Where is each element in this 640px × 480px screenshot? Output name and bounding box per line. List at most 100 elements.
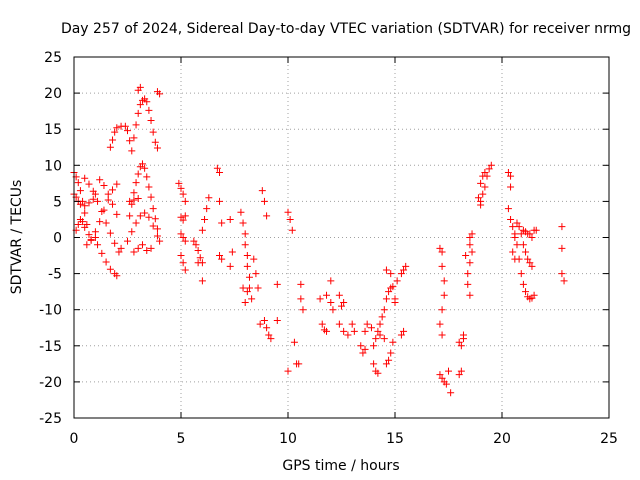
data-point bbox=[382, 360, 390, 368]
data-point bbox=[558, 244, 566, 252]
data-point bbox=[519, 280, 527, 288]
data-point bbox=[258, 187, 266, 195]
data-point bbox=[81, 223, 89, 231]
data-point bbox=[228, 248, 236, 256]
data-point bbox=[374, 327, 382, 335]
data-point bbox=[376, 331, 384, 339]
data-point bbox=[181, 266, 189, 274]
data-point bbox=[338, 302, 345, 310]
data-point bbox=[177, 184, 185, 192]
data-point bbox=[530, 291, 538, 299]
data-point bbox=[134, 244, 142, 252]
data-point bbox=[175, 179, 183, 187]
data-point bbox=[196, 254, 204, 262]
data-point bbox=[558, 270, 566, 278]
data-point bbox=[532, 226, 540, 234]
data-point bbox=[436, 244, 444, 252]
data-point bbox=[130, 248, 138, 256]
data-point bbox=[79, 218, 87, 226]
data-point bbox=[132, 121, 140, 129]
data-point bbox=[126, 137, 134, 145]
data-points bbox=[70, 83, 568, 397]
y-tick-label: 0 bbox=[53, 231, 62, 247]
series-early-arcs bbox=[70, 122, 129, 280]
data-point bbox=[149, 205, 157, 213]
data-point bbox=[263, 324, 271, 332]
data-point bbox=[243, 288, 251, 296]
data-point bbox=[340, 327, 348, 335]
data-point bbox=[198, 226, 206, 234]
data-point bbox=[113, 210, 121, 218]
data-point bbox=[363, 320, 371, 328]
data-point bbox=[504, 205, 512, 213]
data-point bbox=[528, 262, 536, 270]
data-point bbox=[134, 170, 142, 178]
data-point bbox=[468, 230, 476, 238]
data-point bbox=[89, 187, 97, 195]
data-point bbox=[113, 124, 121, 132]
data-point bbox=[243, 252, 251, 260]
data-point bbox=[402, 262, 410, 270]
data-point bbox=[442, 380, 450, 388]
data-point bbox=[273, 280, 281, 288]
y-tick-label: 10 bbox=[44, 158, 62, 174]
data-point bbox=[528, 234, 536, 241]
data-point bbox=[487, 161, 495, 169]
data-point bbox=[156, 90, 164, 98]
data-point bbox=[477, 201, 485, 209]
data-point bbox=[203, 205, 211, 213]
data-point bbox=[507, 215, 515, 223]
data-point bbox=[181, 237, 189, 245]
data-point bbox=[126, 212, 134, 220]
data-point bbox=[481, 169, 489, 177]
data-point bbox=[481, 183, 489, 191]
data-point bbox=[286, 215, 294, 223]
data-point bbox=[436, 320, 444, 328]
data-point bbox=[143, 98, 151, 106]
data-point bbox=[522, 248, 530, 256]
data-point bbox=[436, 371, 444, 379]
data-point bbox=[370, 360, 378, 368]
data-point bbox=[252, 270, 260, 278]
data-point bbox=[151, 138, 159, 146]
data-point bbox=[83, 241, 91, 249]
data-point bbox=[474, 194, 482, 202]
data-point bbox=[149, 222, 157, 230]
data-point bbox=[132, 219, 140, 227]
data-point bbox=[507, 183, 515, 191]
data-point bbox=[374, 369, 382, 377]
data-point bbox=[438, 262, 446, 270]
data-point bbox=[457, 342, 465, 350]
data-point bbox=[192, 241, 200, 249]
data-point bbox=[241, 241, 249, 249]
data-point bbox=[241, 298, 249, 306]
data-point bbox=[299, 306, 307, 314]
data-point bbox=[218, 219, 226, 227]
data-point bbox=[126, 197, 134, 205]
x-tick-label: 0 bbox=[70, 431, 79, 447]
data-point bbox=[359, 349, 367, 357]
data-point bbox=[136, 101, 144, 109]
data-point bbox=[145, 183, 153, 191]
axis-ticks: 0 5 10 15 20 25 -25 -20 -15 -10 -5 0 5 10 15 20 25 bbox=[39, 50, 618, 447]
x-axis-label: GPS time / hours bbox=[282, 458, 399, 474]
data-point bbox=[94, 197, 102, 205]
data-point bbox=[455, 338, 463, 346]
data-point bbox=[513, 241, 521, 249]
data-point bbox=[149, 128, 157, 136]
data-point bbox=[464, 270, 472, 278]
data-point bbox=[115, 248, 123, 256]
data-point bbox=[382, 266, 390, 274]
y-tick-label: -15 bbox=[39, 339, 62, 355]
data-point bbox=[100, 182, 108, 190]
data-point bbox=[130, 189, 138, 197]
data-point bbox=[213, 164, 221, 172]
y-tick-label: 15 bbox=[44, 122, 62, 138]
data-point bbox=[457, 367, 465, 375]
data-point bbox=[254, 284, 262, 292]
data-point bbox=[273, 317, 281, 325]
data-point bbox=[117, 244, 125, 252]
data-point bbox=[517, 230, 525, 238]
data-point bbox=[138, 160, 146, 168]
data-point bbox=[179, 259, 187, 267]
